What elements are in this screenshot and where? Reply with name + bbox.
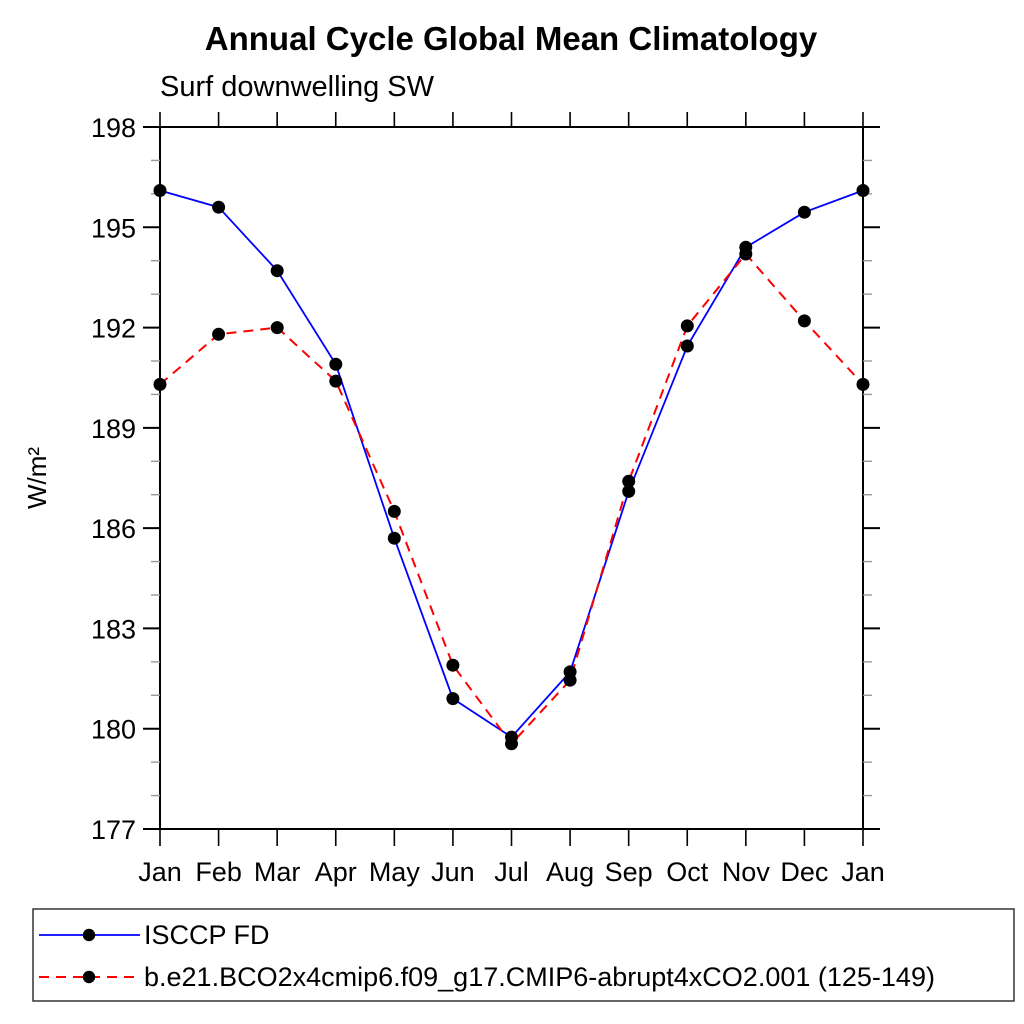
data-point-1-Feb (212, 327, 226, 341)
data-point-0-Feb (212, 200, 226, 214)
data-point-1-Dec (797, 314, 811, 328)
x-axis-tick-label: May (369, 857, 421, 887)
y-axis-tick-label: 177 (91, 815, 136, 845)
data-point-1-Apr (329, 374, 343, 388)
y-axis-tick-label: 198 (91, 113, 136, 143)
legend-marker-isccp (82, 928, 96, 942)
legend: ISCCP FD b.e21.BCO2x4cmip6.f09_g17.CMIP6… (32, 908, 1015, 1002)
x-axis-tick-label: Nov (722, 857, 771, 887)
data-point-0-Jan (856, 184, 870, 197)
chart-subtitle: Surf downwelling SW (160, 71, 435, 103)
x-axis-tick-label: Aug (546, 857, 594, 887)
x-axis-tick-label: Sep (605, 857, 653, 887)
data-point-1-Oct (680, 319, 694, 333)
data-point-0-Jan (153, 184, 167, 197)
data-point-1-Aug (563, 673, 577, 687)
x-axis-tick-label: Jan (841, 857, 885, 887)
x-axis-tick-label: Jun (431, 857, 475, 887)
data-point-1-Mar (270, 321, 284, 335)
y-axis-tick-label: 180 (91, 715, 136, 745)
y-axis-tick-label: 186 (91, 514, 136, 544)
x-axis-tick-label: Apr (315, 857, 357, 887)
data-series (159, 189, 864, 746)
data-point-1-Jun (446, 658, 460, 672)
chart-title: Annual Cycle Global Mean Climatology (205, 20, 818, 57)
data-point-0-Jun (446, 692, 460, 706)
series-line-0 (159, 189, 864, 739)
legend-box (32, 908, 1015, 1002)
plot-frame (159, 126, 864, 830)
data-markers (153, 184, 870, 751)
legend-label-model: b.e21.BCO2x4cmip6.f09_g17.CMIP6-abrupt4x… (144, 962, 935, 992)
y-axis-tick-label: 192 (91, 314, 136, 344)
data-point-0-Sep (622, 484, 636, 498)
data-point-1-Jan (856, 377, 870, 391)
data-point-0-Mar (270, 264, 284, 278)
data-point-0-Apr (329, 357, 343, 371)
series-line-1 (159, 252, 864, 746)
x-axis-tick-label: Jan (138, 857, 182, 887)
data-point-1-Jul (505, 737, 518, 751)
y-axis-tick-label: 189 (91, 414, 136, 444)
legend-label-isccp: ISCCP FD (144, 920, 270, 950)
x-axis-tick-label: Feb (195, 857, 242, 887)
legend-marker-model (82, 970, 96, 984)
data-point-1-Sep (622, 474, 636, 488)
data-point-0-May (387, 531, 401, 545)
axes: 177 180 183 186 189 192 195 198 Jan Feb Mar Apr May J… (91, 112, 885, 887)
data-point-0-Dec (797, 205, 811, 219)
data-point-1-Nov (739, 247, 753, 261)
y-axis-tick-label: 183 (91, 614, 136, 644)
data-point-0-Oct (680, 339, 694, 353)
y-axis-label: W/m² (22, 447, 52, 509)
x-axis-tick-label: Dec (780, 857, 828, 887)
x-axis-tick-label: Mar (254, 857, 301, 887)
data-point-1-May (387, 504, 401, 518)
x-axis-tick-label: Jul (494, 857, 529, 887)
data-point-1-Jan (153, 377, 167, 391)
y-axis-tick-label: 195 (91, 213, 136, 243)
x-axis-tick-label: Oct (666, 857, 709, 887)
